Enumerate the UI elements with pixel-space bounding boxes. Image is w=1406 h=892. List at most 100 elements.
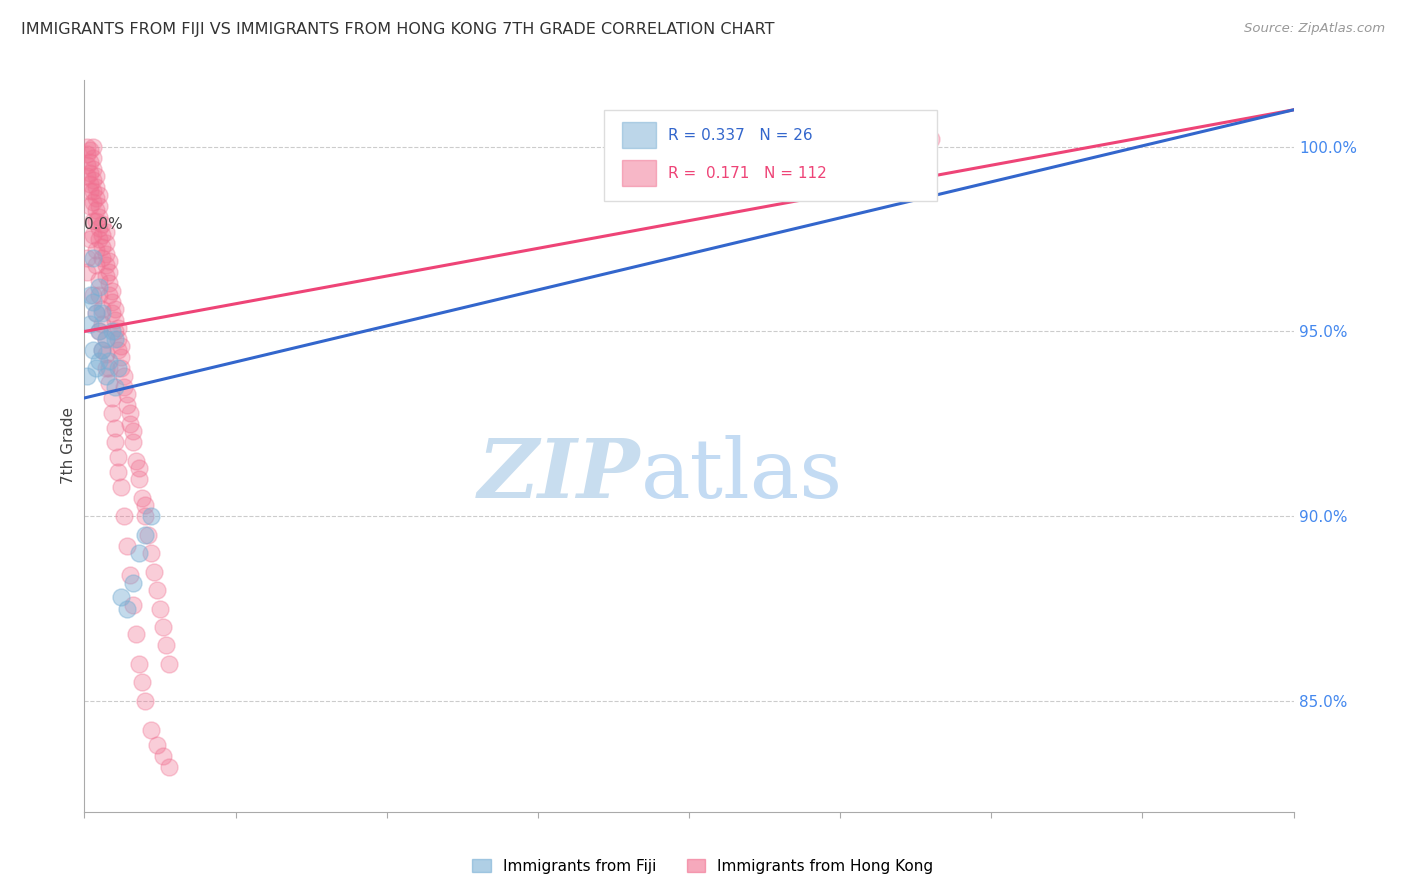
Point — [142, 565, 165, 579]
Point — [94, 346, 117, 360]
Point — [110, 480, 132, 494]
Point — [128, 472, 150, 486]
Point — [112, 380, 135, 394]
Point — [97, 354, 120, 368]
Point — [97, 265, 120, 279]
Point — [97, 254, 120, 268]
Point — [91, 251, 114, 265]
Point — [94, 368, 117, 383]
Point — [94, 268, 117, 283]
Point — [134, 509, 156, 524]
Point — [128, 461, 150, 475]
Point — [94, 332, 117, 346]
Point — [110, 361, 132, 376]
Point — [79, 199, 101, 213]
Point — [115, 387, 138, 401]
Point — [86, 169, 108, 184]
Point — [86, 202, 108, 217]
Y-axis label: 7th Grade: 7th Grade — [60, 408, 76, 484]
Point — [89, 325, 111, 339]
Point — [107, 361, 129, 376]
Point — [86, 244, 108, 258]
Point — [157, 760, 180, 774]
Point — [920, 132, 942, 146]
Point — [146, 738, 169, 752]
Point — [100, 325, 122, 339]
Point — [82, 161, 104, 176]
Point — [157, 657, 180, 671]
Point — [110, 591, 132, 605]
Point — [94, 225, 117, 239]
Point — [86, 258, 108, 272]
Point — [82, 151, 104, 165]
Text: IMMIGRANTS FROM FIJI VS IMMIGRANTS FROM HONG KONG 7TH GRADE CORRELATION CHART: IMMIGRANTS FROM FIJI VS IMMIGRANTS FROM … — [21, 22, 775, 37]
Point — [86, 361, 108, 376]
Point — [91, 343, 114, 357]
Point — [134, 527, 156, 541]
Point — [115, 398, 138, 412]
Point — [79, 232, 101, 246]
Point — [82, 173, 104, 187]
Point — [115, 539, 138, 553]
Text: R =  0.171   N = 112: R = 0.171 N = 112 — [668, 166, 827, 181]
Point — [100, 306, 122, 320]
Point — [82, 184, 104, 198]
Point — [115, 601, 138, 615]
Point — [91, 302, 114, 317]
Point — [136, 527, 159, 541]
Point — [104, 325, 127, 339]
Point — [76, 169, 98, 184]
Point — [107, 320, 129, 334]
Point — [97, 287, 120, 301]
Point — [79, 184, 101, 198]
Point — [121, 424, 143, 438]
Point — [121, 435, 143, 450]
Point — [104, 332, 127, 346]
Point — [107, 465, 129, 479]
Point — [89, 325, 111, 339]
Point — [97, 376, 120, 391]
Point — [76, 265, 98, 279]
Point — [110, 339, 132, 353]
Point — [125, 627, 148, 641]
Point — [89, 199, 111, 213]
Text: Source: ZipAtlas.com: Source: ZipAtlas.com — [1244, 22, 1385, 36]
Point — [128, 657, 150, 671]
Point — [82, 213, 104, 227]
Point — [86, 192, 108, 206]
Point — [134, 498, 156, 512]
Text: ZIP: ZIP — [478, 435, 641, 516]
Point — [107, 450, 129, 464]
Point — [97, 361, 120, 376]
Point — [121, 575, 143, 590]
Point — [118, 417, 141, 431]
Point — [94, 361, 117, 376]
Point — [146, 583, 169, 598]
Point — [104, 302, 127, 317]
Point — [100, 284, 122, 298]
Point — [104, 380, 127, 394]
Point — [76, 158, 98, 172]
Point — [94, 235, 117, 250]
Point — [139, 546, 162, 560]
Point — [139, 723, 162, 738]
Point — [152, 749, 174, 764]
Point — [152, 620, 174, 634]
Point — [134, 694, 156, 708]
Point — [125, 454, 148, 468]
Point — [104, 313, 127, 327]
Point — [82, 228, 104, 243]
Point — [82, 343, 104, 357]
Point — [86, 213, 108, 227]
Point — [100, 406, 122, 420]
Point — [100, 391, 122, 405]
FancyBboxPatch shape — [623, 161, 657, 186]
FancyBboxPatch shape — [623, 122, 657, 148]
Point — [79, 287, 101, 301]
Point — [107, 343, 129, 357]
Point — [82, 195, 104, 210]
Point — [139, 509, 162, 524]
Point — [104, 420, 127, 434]
Point — [82, 294, 104, 309]
Point — [89, 354, 111, 368]
